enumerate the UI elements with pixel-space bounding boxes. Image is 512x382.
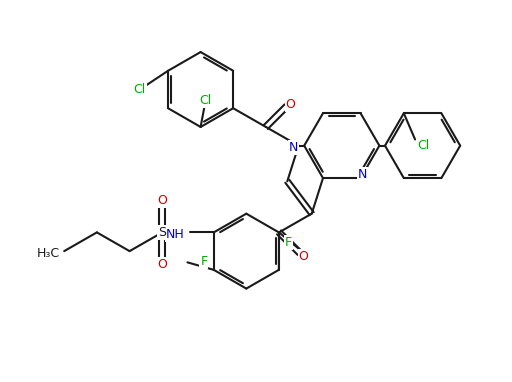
- Text: O: O: [157, 258, 167, 271]
- Text: H₃C: H₃C: [37, 247, 60, 260]
- Text: S: S: [158, 226, 166, 239]
- Text: F: F: [285, 236, 292, 249]
- Text: Cl: Cl: [417, 139, 429, 152]
- Text: O: O: [286, 98, 295, 111]
- Text: N: N: [358, 168, 367, 181]
- Text: N: N: [289, 141, 298, 154]
- Text: F: F: [200, 256, 207, 269]
- Text: O: O: [157, 194, 167, 207]
- Text: Cl: Cl: [134, 83, 146, 96]
- Text: Cl: Cl: [200, 94, 211, 107]
- Text: NH: NH: [166, 228, 184, 241]
- Text: O: O: [298, 251, 309, 264]
